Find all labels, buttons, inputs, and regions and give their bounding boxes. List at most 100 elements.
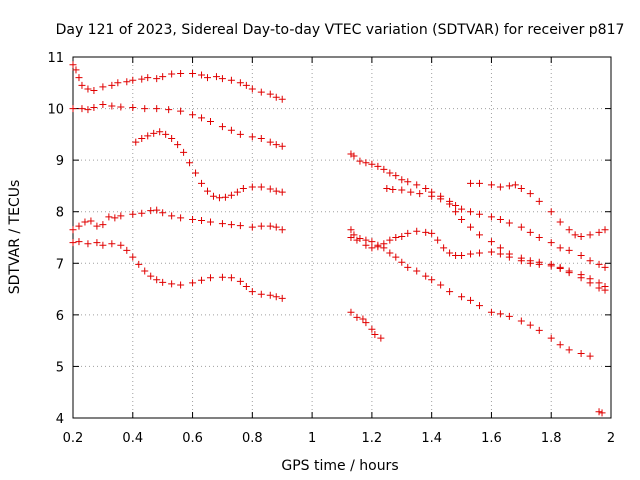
- data-point: [105, 213, 113, 221]
- y-tick-label: 9: [56, 154, 64, 169]
- data-point: [266, 90, 274, 98]
- data-point: [407, 188, 415, 196]
- data-point: [398, 258, 406, 266]
- data-point: [413, 181, 421, 189]
- data-point: [496, 310, 504, 318]
- data-point: [487, 248, 495, 256]
- data-point: [227, 221, 235, 229]
- data-point: [577, 274, 585, 282]
- data-point: [356, 235, 364, 243]
- x-tick-label: 1.6: [481, 431, 502, 446]
- data-point: [404, 229, 412, 237]
- data-point: [487, 181, 495, 189]
- data-point: [189, 215, 197, 223]
- data-point: [556, 263, 564, 271]
- data-point: [218, 220, 226, 228]
- data-point: [75, 222, 83, 230]
- data-point: [392, 172, 400, 180]
- y-axis-label: SDTVAR / TECUs: [7, 180, 23, 295]
- data-point: [177, 214, 185, 222]
- data-point: [458, 293, 466, 301]
- y-tick-label: 11: [47, 51, 64, 66]
- data-point: [129, 253, 137, 261]
- data-point: [198, 71, 206, 79]
- data-point: [487, 308, 495, 316]
- data-point: [248, 223, 256, 231]
- data-point: [386, 236, 394, 244]
- data-point: [535, 326, 543, 334]
- data-point: [266, 291, 274, 299]
- data-point: [87, 217, 95, 225]
- data-point: [428, 276, 436, 284]
- data-point: [75, 74, 83, 82]
- data-point: [526, 257, 534, 265]
- data-point: [535, 197, 543, 205]
- data-point: [547, 239, 555, 247]
- data-point: [526, 321, 534, 329]
- data-point: [257, 88, 265, 96]
- data-point: [577, 232, 585, 240]
- data-point: [422, 185, 430, 193]
- data-point: [221, 193, 229, 201]
- data-point: [437, 281, 445, 289]
- data-point: [129, 76, 137, 84]
- data-point: [227, 126, 235, 134]
- series-track-4: [69, 206, 286, 234]
- data-point: [601, 226, 609, 234]
- data-point: [547, 208, 555, 216]
- data-point: [174, 141, 182, 149]
- y-tick-label: 7: [56, 257, 64, 272]
- data-point: [416, 190, 424, 198]
- data-point: [272, 223, 280, 231]
- data-point: [446, 288, 454, 296]
- data-point: [467, 296, 475, 304]
- y-tick-labels: 4 5 6 7 8 9 10 11: [47, 51, 64, 427]
- data-point: [248, 288, 256, 296]
- data-point: [84, 240, 92, 248]
- data-point: [467, 250, 475, 258]
- series-track-5: [69, 238, 286, 302]
- data-point: [257, 134, 265, 142]
- data-point: [577, 350, 585, 358]
- data-point: [206, 218, 214, 226]
- data-point: [517, 317, 525, 325]
- y-tick-label: 5: [56, 360, 64, 375]
- data-point: [144, 132, 152, 140]
- data-point: [218, 273, 226, 281]
- data-point: [452, 252, 460, 260]
- data-point: [192, 169, 200, 177]
- series-track-3: [132, 128, 286, 202]
- series-track-10: [467, 179, 609, 240]
- data-point: [257, 222, 265, 230]
- data-point: [475, 179, 483, 187]
- data-point: [156, 128, 164, 136]
- data-point: [198, 216, 206, 224]
- data-point: [248, 183, 256, 191]
- data-point: [189, 70, 197, 78]
- data-point: [180, 148, 188, 156]
- data-point: [215, 194, 223, 202]
- data-point: [242, 81, 250, 89]
- data-point: [434, 236, 442, 244]
- data-point: [547, 260, 555, 268]
- x-tick-label: 1: [308, 431, 316, 446]
- data-point: [422, 272, 430, 280]
- data-point: [108, 102, 116, 110]
- plot-frame: [72, 56, 612, 419]
- axis-ticks: [72, 56, 612, 419]
- data-point: [278, 188, 286, 196]
- data-point: [123, 246, 131, 254]
- data-point: [595, 228, 603, 236]
- data-point: [475, 210, 483, 218]
- data-point: [392, 253, 400, 261]
- series-track-7: [347, 226, 594, 360]
- y-tick-label: 8: [56, 206, 64, 221]
- data-point: [368, 325, 376, 333]
- data-point: [517, 185, 525, 193]
- data-point: [586, 231, 594, 239]
- data-point: [135, 260, 143, 268]
- data-point: [374, 162, 382, 170]
- data-point: [458, 205, 466, 213]
- data-point: [428, 192, 436, 200]
- data-point: [159, 209, 167, 217]
